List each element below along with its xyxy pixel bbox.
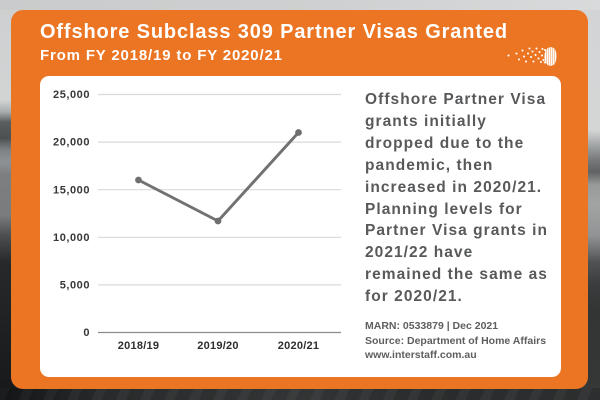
svg-text:15,000: 15,000	[53, 184, 90, 196]
svg-text:2018/19: 2018/19	[118, 340, 160, 352]
svg-text:10,000: 10,000	[53, 232, 90, 244]
svg-text:2020/21: 2020/21	[278, 340, 320, 352]
svg-text:25,000: 25,000	[53, 89, 90, 101]
svg-text:5,000: 5,000	[60, 280, 90, 292]
svg-text:0: 0	[83, 327, 90, 339]
svg-text:2019/20: 2019/20	[197, 340, 239, 352]
svg-text:20,000: 20,000	[53, 137, 90, 149]
